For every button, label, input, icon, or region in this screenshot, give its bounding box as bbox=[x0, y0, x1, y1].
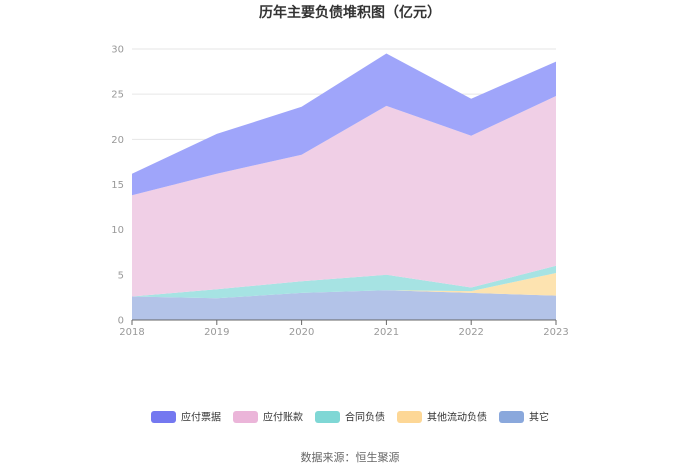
area-series-3 bbox=[132, 96, 556, 297]
legend-item[interactable]: 合同负债 bbox=[315, 411, 385, 424]
data-source: 数据来源：恒生聚源 bbox=[301, 450, 400, 464]
y-tick-label: 5 bbox=[118, 270, 124, 281]
legend: 应付票据 应付账款 合同负债 其他流动负债 其它 bbox=[151, 411, 549, 424]
y-tick-label: 10 bbox=[111, 225, 124, 236]
y-tick-label: 0 bbox=[118, 316, 124, 327]
legend-item[interactable]: 应付账款 bbox=[233, 411, 303, 424]
legend-label: 应付票据 bbox=[181, 411, 221, 424]
legend-item[interactable]: 应付票据 bbox=[151, 411, 221, 424]
legend-swatch bbox=[151, 411, 176, 423]
legend-swatch bbox=[499, 411, 524, 423]
legend-swatch bbox=[397, 411, 422, 423]
x-tick-label: 2019 bbox=[204, 327, 229, 338]
x-tick-label: 2023 bbox=[543, 327, 568, 338]
y-tick-label: 15 bbox=[111, 180, 124, 191]
legend-label: 应付账款 bbox=[263, 411, 303, 424]
legend-swatch bbox=[233, 411, 258, 423]
y-tick-label: 20 bbox=[111, 135, 124, 146]
legend-label: 其它 bbox=[529, 411, 549, 424]
axes: 0 5 10 15 20 25 30 2018 2019 2020 2021 2022 2023 bbox=[111, 45, 568, 339]
x-tick-label: 2021 bbox=[374, 327, 399, 338]
x-tick-label: 2022 bbox=[458, 327, 483, 338]
y-tick-label: 25 bbox=[111, 90, 124, 101]
area-series-group bbox=[132, 53, 556, 320]
chart-title: 历年主要负债堆积图（亿元） bbox=[259, 4, 441, 21]
area-series-1 bbox=[132, 273, 556, 299]
legend-label: 合同负债 bbox=[345, 411, 385, 424]
y-tick-label: 30 bbox=[111, 45, 124, 56]
area-series-0 bbox=[132, 290, 556, 320]
legend-item[interactable]: 其它 bbox=[499, 411, 549, 424]
area-series-4 bbox=[132, 53, 556, 196]
area-series-2 bbox=[132, 265, 556, 299]
x-tick-label: 2020 bbox=[289, 327, 314, 338]
legend-item[interactable]: 其他流动负债 bbox=[397, 411, 487, 424]
legend-swatch bbox=[315, 411, 340, 423]
x-tick-label: 2018 bbox=[119, 327, 144, 338]
legend-label: 其他流动负债 bbox=[427, 411, 487, 424]
